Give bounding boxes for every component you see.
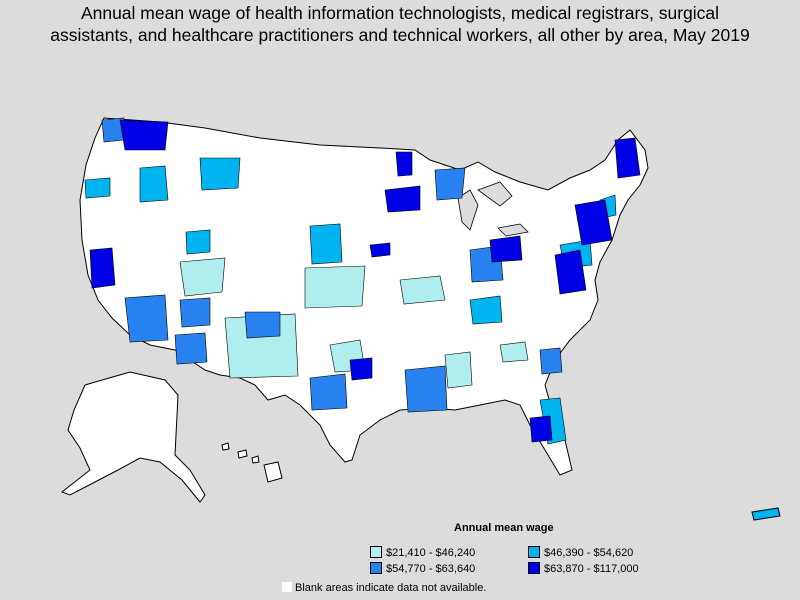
legend-item-4: $63,870 - $117,000: [528, 562, 639, 576]
legend-label-1: $21,410 - $46,240: [386, 547, 476, 559]
map-title: Annual mean wage of health information t…: [0, 2, 800, 46]
title-line-2: assistants, and healthcare practitioners…: [50, 25, 750, 45]
legend-item-2: $46,390 - $54,620: [528, 546, 633, 560]
puerto-rico: [751, 507, 781, 521]
contiguous-us-outline: [79, 117, 649, 476]
blank-swatch: [282, 582, 292, 592]
legend-label-2: $46,390 - $54,620: [544, 547, 634, 559]
legend-swatch-3: [370, 562, 382, 574]
light-cyan-regions: [127, 257, 529, 447]
legend-label-4: $63,870 - $117,000: [544, 563, 639, 575]
note-text: Blank areas indicate data not available.: [295, 582, 487, 594]
legend-swatch-2: [528, 546, 540, 558]
puerto-rico-outline: [751, 507, 781, 521]
legend-item-1: $21,410 - $46,240: [370, 546, 475, 560]
legend-title: Annual mean wage: [454, 522, 554, 534]
hawaii: [221, 442, 283, 483]
mainland-us: [79, 117, 649, 476]
legend-item-3: $54,770 - $63,640: [370, 562, 475, 576]
dark-blue-regions: [89, 119, 641, 443]
title-line-1: Annual mean wage of health information t…: [80, 3, 720, 23]
data-note: Blank areas indicate data not available.: [282, 582, 486, 594]
blue-regions: [101, 117, 563, 413]
legend-label-3: $54,770 - $63,640: [386, 563, 476, 575]
alaska: [60, 371, 206, 503]
legend-swatch-1: [370, 546, 382, 558]
alaska-outline: [60, 371, 206, 503]
lakes: [457, 181, 529, 237]
legend-swatch-4: [528, 562, 540, 574]
